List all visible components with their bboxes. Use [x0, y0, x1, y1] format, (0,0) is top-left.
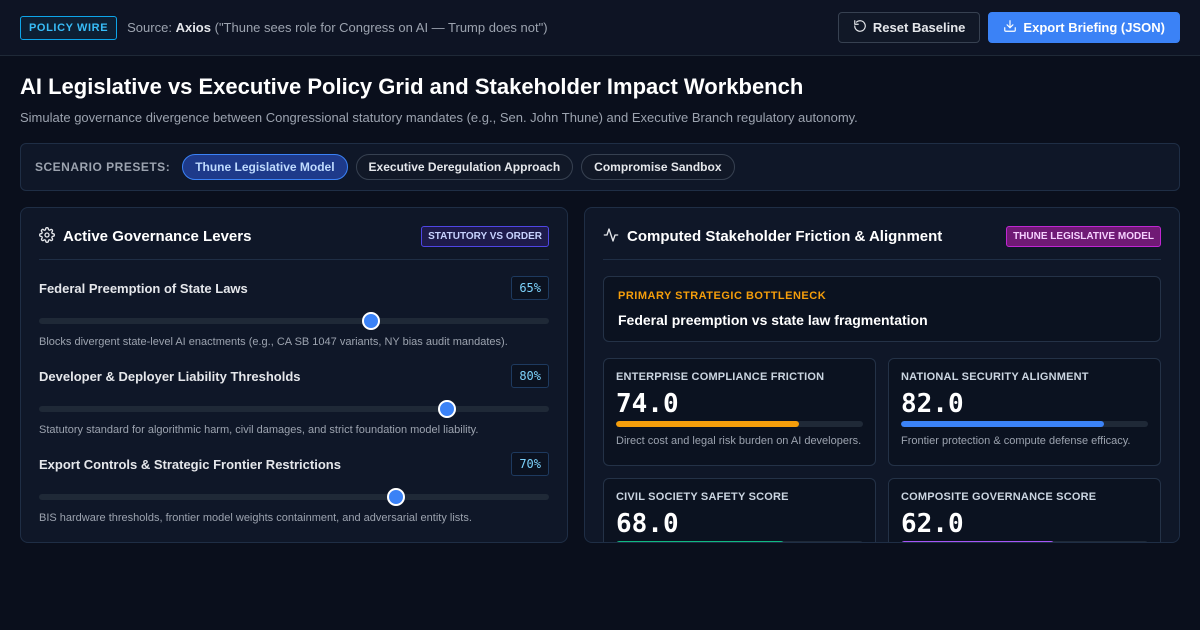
preset-thune-legislative[interactable]: Thune Legislative Model: [182, 154, 348, 180]
metric-bar-fill: [901, 541, 1055, 542]
preset-executive-deregulation[interactable]: Executive Deregulation Approach: [355, 154, 574, 180]
levers-panel-header: Active Governance Levers STATUTORY VS OR…: [39, 226, 549, 260]
download-icon: [1003, 19, 1017, 36]
lever-description: Statutory standard for algorithmic harm,…: [39, 424, 479, 436]
metric-label: NATIONAL SECURITY ALIGNMENT: [901, 371, 1089, 383]
lever-value: 70%: [511, 452, 549, 476]
metric-value: 82.0: [901, 389, 964, 419]
lever-name: Federal Preemption of State Laws: [39, 280, 248, 296]
metric-description: Frontier protection & compute defense ef…: [901, 435, 1131, 447]
lever-export-controls: Export Controls & Strategic Frontier Res…: [39, 452, 549, 524]
metric-bar: [616, 541, 863, 542]
impact-panel-header: Computed Stakeholder Friction & Alignmen…: [603, 226, 1161, 260]
policy-wire-badge: POLICY WIRE: [20, 15, 118, 40]
lever-slider-track[interactable]: [39, 312, 549, 330]
metric-label: ENTERPRISE COMPLIANCE FRICTION: [616, 371, 825, 383]
bottleneck-label: PRIMARY STRATEGIC BOTTLENECK: [618, 290, 827, 302]
lever-row: Federal Preemption of State Laws 65%: [39, 276, 549, 300]
bottleneck-text: Federal preemption vs state law fragment…: [618, 312, 928, 328]
source-name: Axios: [175, 20, 211, 35]
lever-description: BIS hardware thresholds, frontier model …: [39, 512, 472, 524]
lever-federal-preemption: Federal Preemption of State Laws 65% Blo…: [39, 276, 549, 348]
metric-bar: [616, 421, 863, 427]
metric-enterprise-compliance: ENTERPRISE COMPLIANCE FRICTION 74.0 Dire…: [603, 358, 876, 466]
metric-composite-governance: COMPOSITE GOVERNANCE SCORE 62.0: [888, 478, 1161, 542]
impact-panel-title: Computed Stakeholder Friction & Alignmen…: [603, 227, 942, 247]
source-prefix: Source:: [127, 20, 172, 35]
lever-value: 80%: [511, 364, 549, 388]
top-bar: POLICY WIRE Source: Axios ("Thune sees r…: [0, 0, 1200, 56]
top-actions: Reset Baseline Export Briefing (JSON): [837, 12, 1180, 43]
stakeholder-impact-panel: Computed Stakeholder Friction & Alignmen…: [584, 207, 1180, 543]
export-briefing-button[interactable]: Export Briefing (JSON): [988, 12, 1180, 43]
metric-civil-society-safety: CIVIL SOCIETY SAFETY SCORE 68.0: [603, 478, 876, 542]
gear-icon: [39, 226, 55, 247]
lever-value: 65%: [511, 276, 549, 300]
metric-bar-fill: [616, 541, 784, 542]
page-title: AI Legislative vs Executive Policy Grid …: [20, 74, 804, 99]
lever-row: Developer & Deployer Liability Threshold…: [39, 364, 549, 388]
metric-national-security: NATIONAL SECURITY ALIGNMENT 82.0 Frontie…: [888, 358, 1161, 466]
impact-panel-title-text: Computed Stakeholder Friction & Alignmen…: [627, 228, 943, 245]
reset-baseline-button[interactable]: Reset Baseline: [837, 12, 981, 43]
page-header: AI Legislative vs Executive Policy Grid …: [0, 56, 1200, 125]
metric-label: CIVIL SOCIETY SAFETY SCORE: [616, 491, 789, 503]
levers-panel-title-text: Active Governance Levers: [63, 228, 252, 245]
lever-description: Blocks divergent state-level AI enactmen…: [39, 336, 508, 348]
metric-bar: [901, 421, 1148, 427]
metric-value: 62.0: [901, 509, 964, 539]
metric-bar-fill: [616, 421, 799, 427]
governance-levers-panel: Active Governance Levers STATUTORY VS OR…: [20, 207, 568, 543]
primary-bottleneck-card: PRIMARY STRATEGIC BOTTLENECK Federal pre…: [603, 276, 1161, 342]
metric-description: Direct cost and legal risk burden on AI …: [616, 435, 862, 447]
metric-value: 68.0: [616, 509, 679, 539]
lever-name: Export Controls & Strategic Frontier Res…: [39, 456, 341, 472]
metric-label: COMPOSITE GOVERNANCE SCORE: [901, 491, 1097, 503]
metric-value: 74.0: [616, 389, 679, 419]
page-subtitle: Simulate governance divergence between C…: [20, 110, 858, 125]
reset-icon: [853, 19, 867, 36]
active-model-tag: THUNE LEGISLATIVE MODEL: [1006, 226, 1161, 247]
reset-baseline-label: Reset Baseline: [872, 20, 966, 35]
lever-slider-track[interactable]: [39, 400, 549, 418]
scenario-presets-bar: SCENARIO PRESETS: Thune Legislative Mode…: [20, 143, 1180, 191]
lever-name: Developer & Deployer Liability Threshold…: [39, 368, 301, 384]
lever-slider-track[interactable]: [39, 488, 549, 506]
panels: Active Governance Levers STATUTORY VS OR…: [20, 207, 1180, 543]
statutory-tag: STATUTORY VS ORDER: [421, 226, 549, 247]
scenario-presets-label: SCENARIO PRESETS:: [35, 160, 171, 174]
lever-slider-thumb[interactable]: [361, 312, 380, 330]
preset-compromise-sandbox[interactable]: Compromise Sandbox: [581, 154, 735, 180]
lever-liability-thresholds: Developer & Deployer Liability Threshold…: [39, 364, 549, 436]
metric-bar: [901, 541, 1148, 542]
source-quote: ("Thune sees role for Congress on AI — T…: [214, 20, 548, 35]
metrics-grid: ENTERPRISE COMPLIANCE FRICTION 74.0 Dire…: [603, 358, 1161, 542]
lever-slider-thumb[interactable]: [387, 488, 405, 506]
lever-row: Export Controls & Strategic Frontier Res…: [39, 452, 549, 476]
export-briefing-label: Export Briefing (JSON): [1023, 20, 1165, 35]
metric-bar-fill: [901, 421, 1104, 427]
activity-icon: [603, 227, 619, 247]
levers-panel-title: Active Governance Levers: [39, 226, 252, 247]
source-area: POLICY WIRE Source: Axios ("Thune sees r…: [20, 15, 548, 40]
lever-slider-thumb[interactable]: [438, 400, 456, 418]
source-line: Source: Axios ("Thune sees role for Cong…: [127, 20, 547, 35]
